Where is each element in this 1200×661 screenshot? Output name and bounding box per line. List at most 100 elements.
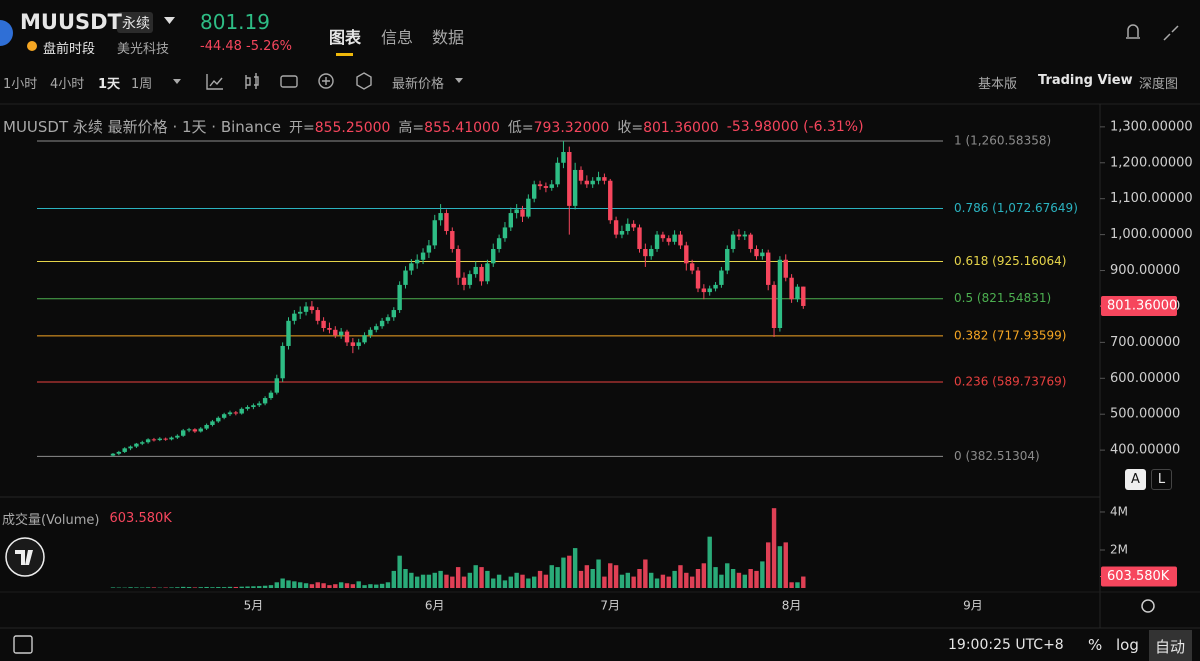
volume-bar xyxy=(619,574,625,588)
candle-icon[interactable] xyxy=(245,73,259,89)
interval[interactable]: 1周 xyxy=(131,77,153,92)
goto-icon[interactable] xyxy=(13,635,33,654)
interval-dropdown[interactable] xyxy=(173,79,181,84)
volume-last-badge xyxy=(1101,566,1177,587)
candle-body xyxy=(303,306,309,312)
x-tick-label: 8月 xyxy=(782,599,802,613)
candle-body xyxy=(730,234,736,249)
logo xyxy=(0,20,13,46)
ohlc-item: 收=801.36000 xyxy=(617,117,718,137)
candle-body xyxy=(192,429,198,432)
candle-body xyxy=(748,234,753,249)
candle-body xyxy=(227,412,233,415)
ohlc-value: 855.41000 xyxy=(424,119,500,136)
volume-bar xyxy=(736,572,742,588)
view[interactable]: 基本版 xyxy=(978,77,1018,92)
volume-bar xyxy=(549,565,554,588)
price-type[interactable]: 最新价格 xyxy=(392,77,445,92)
candle-body xyxy=(268,392,274,399)
tab[interactable]: 信息 xyxy=(381,28,414,47)
bell-icon[interactable] xyxy=(1126,24,1140,39)
volume-bar xyxy=(631,576,636,588)
interval[interactable]: 1小时 xyxy=(3,77,38,92)
volume-bar xyxy=(391,570,396,588)
volume-last-label: 603.580K xyxy=(1107,569,1170,584)
candle-body xyxy=(496,238,502,249)
price-type-dropdown[interactable] xyxy=(455,78,463,83)
candle-body xyxy=(467,274,473,285)
candle-body xyxy=(210,421,215,425)
tab[interactable]: 图表 xyxy=(329,28,362,47)
settings-icon[interactable] xyxy=(356,72,372,90)
scale-button[interactable]: L xyxy=(1151,469,1172,490)
volume-bar xyxy=(520,574,525,588)
add-icon[interactable] xyxy=(318,73,334,89)
candle-body xyxy=(754,248,759,257)
volume-bar xyxy=(561,557,566,588)
gear-icon[interactable] xyxy=(1141,599,1155,613)
percent-button[interactable]: % xyxy=(1088,636,1103,654)
candle-body xyxy=(216,417,221,422)
volume-bar xyxy=(491,578,496,588)
candle-body xyxy=(186,429,192,431)
y-tick-label: 500.00000 xyxy=(1110,407,1180,422)
volume-bar xyxy=(134,587,139,588)
interval[interactable]: 4小时 xyxy=(50,77,85,92)
candle-body xyxy=(338,331,344,336)
auto-button[interactable]: 自动 xyxy=(1155,638,1186,656)
candle-body xyxy=(157,438,162,441)
interval[interactable]: 1天 xyxy=(98,77,121,92)
volume-bar xyxy=(672,570,677,588)
y-tick-label: 900.00000 xyxy=(1110,263,1180,278)
volume-bar xyxy=(262,585,268,588)
view[interactable]: 深度图 xyxy=(1139,77,1179,92)
dropdown[interactable] xyxy=(164,17,175,24)
tab[interactable]: 数据 xyxy=(432,28,465,47)
volume-bar xyxy=(537,570,543,588)
candle-body xyxy=(350,342,356,346)
volume-bar xyxy=(379,583,385,588)
candle-body xyxy=(596,177,601,181)
indicator-icon[interactable] xyxy=(206,74,223,90)
volume-bar xyxy=(555,567,560,588)
ohlc-item: 开=855.25000 xyxy=(289,117,390,137)
volume-bar xyxy=(608,563,613,588)
candle-body xyxy=(450,231,455,249)
volume-bar xyxy=(707,536,712,588)
volume-bar xyxy=(257,586,262,588)
volume-bar xyxy=(280,578,285,588)
candle-body xyxy=(783,259,788,278)
volume-bar xyxy=(227,586,233,588)
ohlc-item: 高=855.41000 xyxy=(398,117,499,137)
candle-body xyxy=(368,329,373,336)
log-button[interactable]: log xyxy=(1116,636,1139,654)
volume-bar xyxy=(461,576,467,588)
candle-body xyxy=(508,213,513,228)
y-tick-label: 1,200.00000 xyxy=(1110,155,1193,170)
volume-label: 成交量(Volume) xyxy=(2,513,100,528)
volume-bar xyxy=(110,587,116,588)
view[interactable]: Trading View xyxy=(1038,73,1133,88)
fib-label: 0.382 (717.93599) xyxy=(954,328,1066,342)
candle-body xyxy=(262,398,268,404)
scale-button[interactable]: A xyxy=(1125,469,1146,490)
y-tick-label: 700.00000 xyxy=(1110,335,1180,350)
candle-body xyxy=(461,277,467,285)
candle-body xyxy=(555,162,560,185)
candle-body xyxy=(643,248,648,257)
candle-body xyxy=(719,270,724,285)
candle-body xyxy=(526,198,531,217)
candle-body xyxy=(356,342,361,346)
volume-bar xyxy=(654,578,660,588)
volume-bar xyxy=(356,581,361,588)
candle-body xyxy=(725,248,730,271)
volume-bar xyxy=(186,587,192,588)
chart-title: MUUSDT 永续 最新价格 · 1天 · Binance xyxy=(3,118,281,136)
camera-icon[interactable] xyxy=(280,75,298,88)
volume-bar xyxy=(514,572,519,588)
volume-bar xyxy=(596,559,601,588)
volume-bar xyxy=(795,582,800,588)
collapse-icon[interactable] xyxy=(1163,25,1179,41)
volume-bar xyxy=(292,581,297,588)
